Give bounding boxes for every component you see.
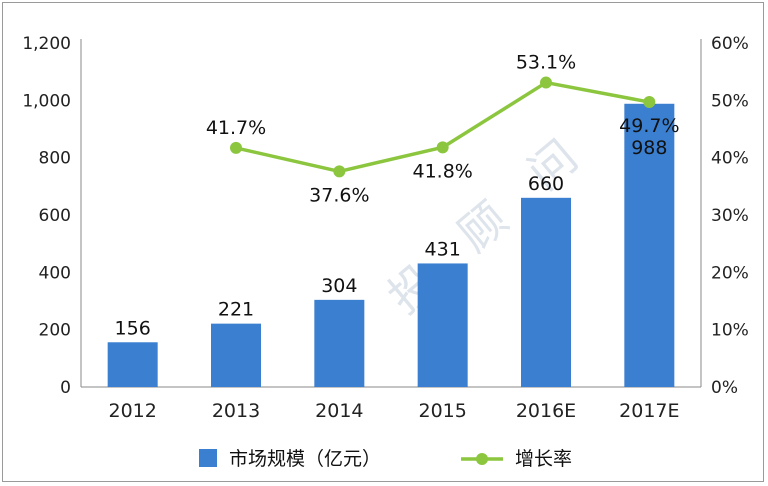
growth-rate-point bbox=[643, 96, 656, 109]
y-right-tick-label: 0% bbox=[711, 378, 738, 398]
growth-rate-label: 41.7% bbox=[206, 117, 266, 139]
bar bbox=[314, 299, 365, 387]
y-left-tick-label: 0 bbox=[60, 378, 71, 398]
bar bbox=[521, 197, 571, 387]
legend-swatch-marker bbox=[476, 453, 488, 465]
growth-rate-label: 49.7% bbox=[619, 115, 679, 137]
y-right-tick-label: 60% bbox=[711, 34, 749, 54]
x-tick-label: 2015 bbox=[418, 400, 466, 422]
growth-rate-label: 41.8% bbox=[412, 160, 472, 182]
y-left-tick-label: 800 bbox=[39, 149, 71, 169]
bar-value-label: 304 bbox=[321, 275, 357, 297]
bar-value-label: 660 bbox=[528, 173, 564, 195]
growth-rate-label: 37.6% bbox=[309, 184, 369, 206]
bar bbox=[417, 263, 468, 387]
bar-value-label: 221 bbox=[218, 299, 254, 321]
y-left-tick-label: 200 bbox=[39, 321, 71, 341]
bar bbox=[211, 323, 261, 387]
growth-rate-point bbox=[230, 141, 242, 154]
y-right-tick-label: 10% bbox=[711, 321, 749, 341]
x-tick-label: 2014 bbox=[315, 400, 363, 422]
combo-chart: 中投顾问 02004006008001,0001,2000%10%20%30%4… bbox=[22, 34, 749, 470]
bar-value-label: 431 bbox=[425, 238, 461, 260]
bar bbox=[624, 103, 675, 388]
x-tick-label: 2013 bbox=[212, 400, 260, 422]
legend-label-line: 增长率 bbox=[515, 448, 572, 470]
growth-rate-label: 53.1% bbox=[516, 52, 576, 74]
y-left-tick-label: 1,200 bbox=[22, 34, 71, 54]
y-left-tick-label: 600 bbox=[39, 206, 71, 226]
bar-value-label: 156 bbox=[115, 317, 151, 339]
y-left-tick-label: 400 bbox=[39, 263, 71, 283]
bar-value-label: 988 bbox=[631, 137, 667, 159]
chart-frame: 中投顾问 02004006008001,0001,2000%10%20%30%4… bbox=[2, 2, 764, 482]
growth-rate-line bbox=[235, 80, 650, 174]
x-tick-label: 2017E bbox=[619, 400, 679, 422]
growth-rate-point bbox=[333, 165, 346, 178]
y-right-tick-label: 50% bbox=[711, 91, 749, 111]
growth-rate-point bbox=[540, 76, 552, 89]
y-right-tick-label: 30% bbox=[711, 206, 749, 226]
legend-label-bar: 市场规模（亿元） bbox=[229, 448, 381, 470]
y-left-tick-label: 1,000 bbox=[22, 91, 71, 111]
bar bbox=[107, 342, 158, 387]
x-tick-label: 2016E bbox=[516, 400, 576, 422]
growth-rate-point bbox=[436, 141, 449, 154]
legend-swatch-bar bbox=[199, 449, 217, 467]
y-right-tick-label: 40% bbox=[711, 149, 749, 169]
x-tick-label: 2012 bbox=[108, 400, 156, 422]
y-right-tick-label: 20% bbox=[711, 263, 749, 283]
